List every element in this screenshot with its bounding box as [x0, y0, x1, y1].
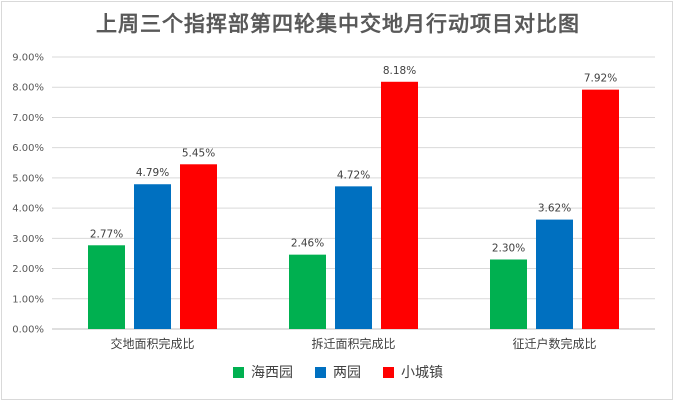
bar: [134, 184, 171, 329]
y-tick-label: 3.00%: [12, 234, 44, 245]
y-tick-label: 9.00%: [12, 53, 44, 64]
bar: [335, 186, 372, 329]
bar: [582, 89, 619, 329]
y-tick-label: 4.00%: [12, 204, 44, 215]
data-label: 2.77%: [90, 228, 123, 240]
data-label: 7.92%: [584, 73, 617, 85]
y-tick-label: 8.00%: [12, 83, 44, 94]
chart-title: 上周三个指挥部第四轮集中交地月行动项目对比图: [96, 12, 580, 36]
data-label: 3.62%: [538, 203, 571, 215]
data-label: 4.79%: [136, 167, 169, 179]
y-tick-label: 5.00%: [12, 173, 44, 184]
bar: [490, 259, 527, 329]
bar: [381, 81, 418, 329]
legend-item-xiaochengzhen: 小城镇: [383, 362, 443, 382]
bar: [180, 164, 217, 329]
legend-item-haixiyuan: 海西园: [233, 362, 293, 382]
bar: [88, 245, 125, 329]
data-label: 5.45%: [182, 147, 215, 159]
x-category-label: 拆迁面积完成比: [311, 336, 395, 351]
legend-label: 小城镇: [401, 365, 443, 381]
legend-label: 海西园: [251, 365, 293, 381]
y-tick-label: 2.00%: [12, 264, 44, 275]
data-label: 4.72%: [337, 169, 370, 181]
legend-swatch: [315, 366, 326, 378]
bar: [536, 219, 573, 329]
y-tick-label: 6.00%: [12, 143, 44, 154]
x-category-label: 征迁户数完成比: [512, 336, 596, 351]
legend-item-liangyuan: 两园: [315, 362, 361, 382]
legend-swatch: [233, 366, 244, 378]
legend-label: 两园: [333, 365, 361, 381]
y-tick-label: 0.00%: [12, 325, 44, 336]
data-label: 2.46%: [291, 238, 324, 250]
legend: 海西园 两园 小城镇: [0, 362, 676, 382]
y-tick-label: 7.00%: [12, 113, 44, 124]
x-category-label: 交地面积完成比: [110, 336, 194, 351]
data-label: 2.30%: [492, 242, 525, 254]
legend-swatch: [383, 366, 394, 378]
y-tick-label: 1.00%: [12, 294, 44, 305]
data-label: 8.18%: [383, 65, 416, 77]
bar: [289, 254, 326, 329]
